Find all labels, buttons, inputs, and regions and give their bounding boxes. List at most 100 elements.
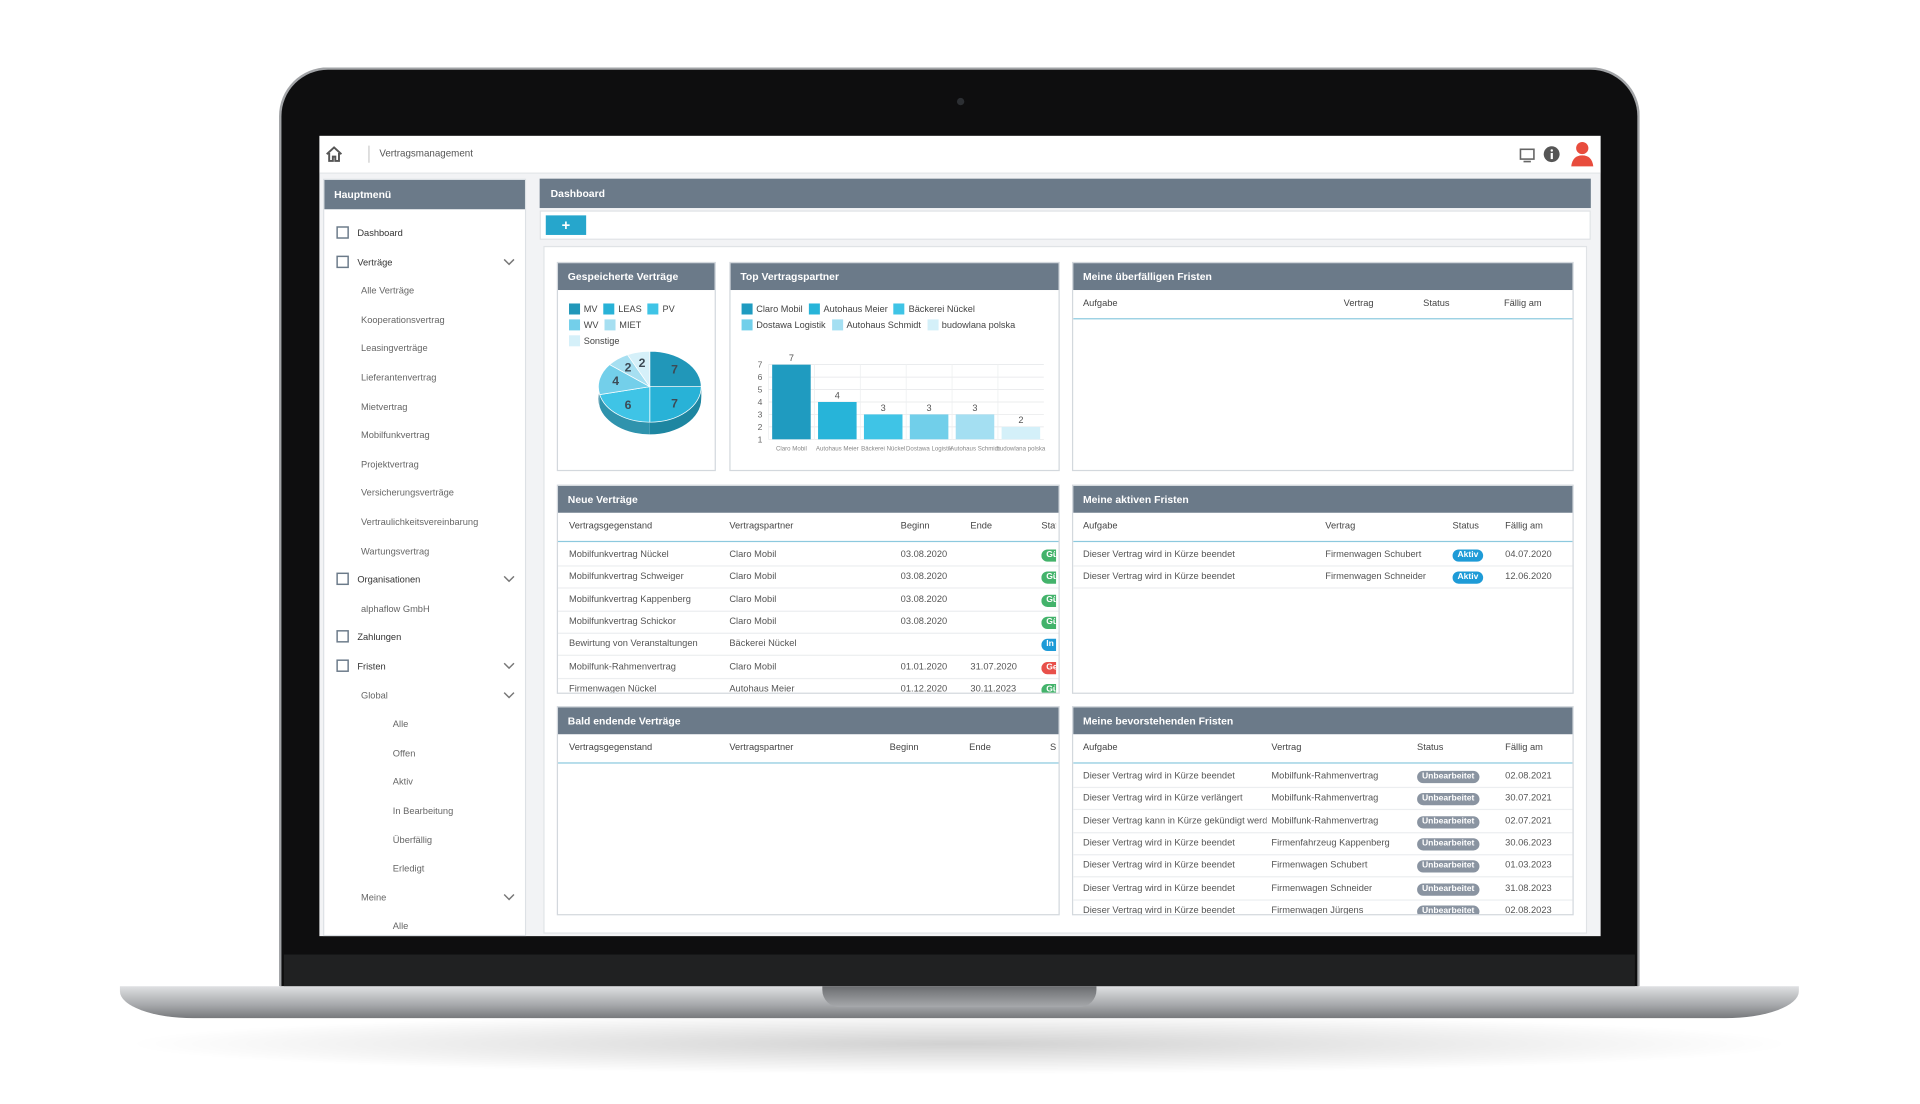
table-row[interactable] <box>1073 765 1573 789</box>
legend-item: MV <box>569 303 597 315</box>
menu-label: Wartungsvertrag <box>360 545 430 557</box>
header-rule <box>558 540 1059 543</box>
add-button[interactable]: + <box>545 215 587 235</box>
menu-item[interactable]: In Bearbeitung <box>324 798 525 822</box>
status-cell: Gekündigt <box>1041 655 1057 677</box>
column-header[interactable]: Vertragspartner <box>729 741 794 753</box>
menu-item[interactable]: Global <box>324 682 525 706</box>
menu-item[interactable]: Mietvertrag <box>324 394 525 418</box>
y-tick-label: 7 <box>758 360 763 370</box>
menu-item[interactable]: Versicherungsverträge <box>324 480 525 504</box>
menu-item[interactable]: Fristen <box>324 653 525 677</box>
menu-item[interactable]: Erledigt <box>324 856 525 880</box>
home-icon[interactable] <box>326 146 343 163</box>
menu-item[interactable]: Organisationen <box>324 567 525 591</box>
column-header[interactable]: Aufgabe <box>1082 297 1118 309</box>
column-header[interactable]: Aufgabe <box>1082 741 1118 753</box>
menu-item[interactable]: Projektvertrag <box>324 451 525 475</box>
widget: Bald endende Verträge Vertragsgegenstand V… <box>556 706 1060 916</box>
column-header[interactable]: Vertrag <box>1271 741 1302 753</box>
user-icon[interactable] <box>1570 141 1594 168</box>
table-row[interactable] <box>558 633 1059 657</box>
column-header[interactable]: Vertrag <box>1325 520 1356 532</box>
menu-item[interactable]: Offen <box>324 740 525 764</box>
column-header[interactable]: Beginn <box>900 520 930 532</box>
column-header[interactable]: Fällig am <box>1503 297 1542 309</box>
table-row[interactable] <box>1073 787 1573 811</box>
column-header[interactable]: Vertragspartner <box>729 520 794 532</box>
table-cell: 12.06.2020 <box>1505 570 1552 582</box>
table-row[interactable] <box>558 566 1059 589</box>
column-header[interactable]: Vertrag <box>1343 297 1374 309</box>
menu-item[interactable]: Zahlungen <box>324 625 525 649</box>
table-row[interactable] <box>558 588 1059 612</box>
menu-item[interactable]: Wartungsvertrag <box>324 538 525 562</box>
table-cell: 31.07.2020 <box>970 660 1017 672</box>
table-row[interactable] <box>1073 543 1573 567</box>
column-header[interactable]: Status <box>1423 297 1450 309</box>
y-tick-label: 5 <box>758 385 763 395</box>
column-header[interactable]: Status <box>1452 520 1479 532</box>
info-icon[interactable] <box>1543 146 1560 163</box>
table-row[interactable] <box>1073 832 1573 856</box>
column-header[interactable]: Vertragsgegenstand <box>569 520 653 532</box>
column-header[interactable]: Beginn <box>889 741 919 753</box>
pie-slice <box>649 350 702 388</box>
column-header[interactable]: Status <box>1417 741 1444 753</box>
menu-label: Versicherungsverträge <box>360 487 454 499</box>
column-header[interactable]: Status <box>1041 520 1056 532</box>
column-header[interactable]: Vertragsgegenstand <box>569 741 653 753</box>
menu-item[interactable]: Kooperationsvertrag <box>324 307 525 331</box>
menu-item[interactable]: Aktiv <box>324 769 525 793</box>
expand-chevron[interactable] <box>503 256 515 266</box>
menu-label: alphaflow GmbH <box>360 603 430 615</box>
menu-item[interactable]: Alle <box>324 711 525 735</box>
column-header[interactable]: Status <box>1049 741 1057 753</box>
menu-item[interactable]: Alle <box>324 913 525 935</box>
expand-chevron[interactable] <box>503 690 515 700</box>
column-header[interactable]: Ende <box>969 741 991 753</box>
table-cell: 30.11.2023 <box>970 682 1017 694</box>
column-header[interactable]: Aufgabe <box>1082 520 1118 532</box>
table-row[interactable] <box>1073 877 1573 901</box>
widget: Neue Verträge Vertragsgegenstand Vertragsp… <box>556 484 1060 694</box>
menu-item[interactable]: Dashboard <box>324 220 525 244</box>
table-row[interactable] <box>558 543 1059 567</box>
table-cell: Claro Mobil <box>729 570 777 582</box>
window-icon[interactable] <box>1519 146 1536 163</box>
menu-item[interactable]: Leasingverträge <box>324 336 525 360</box>
expand-chevron[interactable] <box>503 661 515 671</box>
table-row[interactable] <box>558 655 1059 679</box>
legend-item: Sonstige <box>569 335 619 347</box>
column-header[interactable]: Ende <box>970 520 993 532</box>
menu-item[interactable]: Meine <box>324 884 525 908</box>
table-row[interactable] <box>1073 854 1573 878</box>
column-header[interactable]: Fällig am <box>1505 741 1543 753</box>
menu-icon <box>336 659 349 672</box>
legend-swatch <box>893 303 905 315</box>
table-cell: Dieser Vertrag wird in Kürze beendet <box>1082 548 1235 560</box>
table-row[interactable] <box>558 610 1059 634</box>
table-row[interactable] <box>1073 566 1573 589</box>
expand-chevron[interactable] <box>503 892 515 902</box>
menu-item[interactable]: Mobilfunkvertrag <box>324 422 525 446</box>
table-cell: Firmenwagen Jürgens <box>1271 904 1364 916</box>
column-header[interactable]: Fällig am <box>1505 520 1543 532</box>
table-cell: Claro Mobil <box>729 660 777 672</box>
pie-side <box>599 394 650 435</box>
lid-chin <box>283 954 1635 987</box>
menu-item[interactable]: Alle Verträge <box>324 278 525 302</box>
table-row[interactable] <box>1073 810 1573 833</box>
menu-item[interactable]: alphaflow GmbH <box>324 596 525 620</box>
menu-label: Kooperationsvertrag <box>360 314 445 326</box>
menu-item[interactable]: Vertraulichkeitsvereinbarung <box>324 509 525 533</box>
status-badge: Unbearbeitet <box>1417 838 1480 851</box>
menu-item[interactable]: Lieferantenvertrag <box>324 365 525 389</box>
legend-label: Autohaus Meier <box>823 303 888 315</box>
menu-item[interactable]: Verträge <box>324 249 525 273</box>
bar <box>909 414 949 440</box>
expand-chevron[interactable] <box>503 574 515 584</box>
table-cell: Mobilfunkvertrag Schickor <box>569 615 676 627</box>
menu-item[interactable]: Überfällig <box>324 827 525 851</box>
